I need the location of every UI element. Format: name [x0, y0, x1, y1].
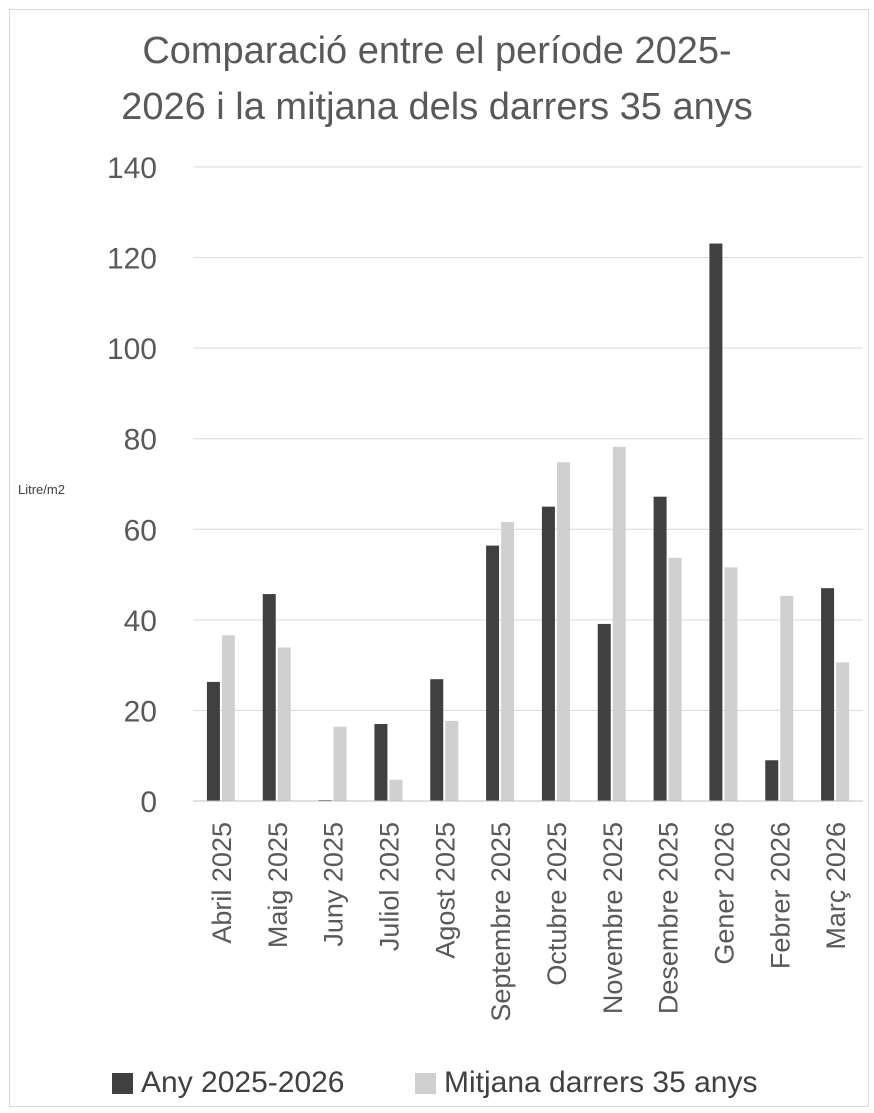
x-tick-label-11: Febrer 2026 [765, 822, 795, 969]
bar-series-1-2 [262, 594, 276, 801]
chart-frame [9, 9, 869, 1107]
bar-series-2-12 [836, 662, 850, 801]
x-tick-label-6: Septembre 2025 [486, 822, 516, 1022]
bar-series-1-10 [709, 243, 723, 802]
x-tick-label-2: Maig 2025 [263, 822, 293, 948]
chart-title-line-1: Comparació entre el període 2025- [142, 30, 732, 72]
bar-series-2-5 [445, 720, 459, 801]
x-tick-label-8: Novembre 2025 [598, 822, 628, 1014]
y-axis-label: Litre/m2 [18, 482, 65, 497]
legend-swatch-series-2 [415, 1072, 436, 1094]
y-tick-label-60: 60 [124, 514, 157, 547]
y-tick-label-20: 20 [124, 695, 157, 728]
y-tick-label-100: 100 [107, 333, 157, 366]
bar-series-1-9 [653, 496, 667, 801]
bar-series-2-2 [277, 647, 291, 801]
bar-series-2-4 [389, 779, 403, 801]
chart-title-line-2: 2026 i la mitjana dels darrers 35 anys [121, 86, 753, 128]
x-tick-label-10: Gener 2026 [709, 822, 739, 965]
bar-series-1-1 [206, 681, 220, 801]
legend-item-series-1: Any 2025-2026 [112, 1066, 345, 1100]
bar-series-2-8 [612, 446, 626, 801]
y-tick-label-120: 120 [107, 243, 157, 276]
x-tick-label-4: Juliol 2025 [374, 822, 404, 951]
bar-series-1-6 [486, 545, 500, 801]
bar-series-1-8 [597, 623, 611, 801]
x-tick-label-1: Abril 2025 [207, 822, 237, 944]
y-tick-label-0: 0 [140, 786, 157, 819]
bar-series-1-12 [821, 588, 835, 801]
bar-series-2-11 [780, 595, 794, 801]
x-tick-label-5: Agost 2025 [430, 822, 460, 959]
bar-series-1-7 [541, 506, 555, 801]
legend-label-series-1: Any 2025-2026 [141, 1066, 345, 1099]
bar-series-2-6 [501, 522, 515, 801]
legend-swatch-series-1 [112, 1072, 133, 1094]
bar-series-2-10 [724, 567, 738, 801]
x-tick-label-12: Març 2026 [821, 822, 851, 950]
x-tick-label-3: Juny 2025 [319, 822, 349, 947]
bar-series-1-4 [374, 724, 388, 801]
bar-series-1-11 [765, 760, 779, 801]
x-tick-label-9: Desembre 2025 [654, 822, 684, 1014]
legend-label-series-2: Mitjana darrers 35 anys [444, 1066, 758, 1099]
bar-series-1-5 [430, 679, 444, 801]
bar-series-2-1 [221, 635, 235, 801]
y-tick-label-140: 140 [107, 152, 157, 185]
bar-series-2-7 [556, 462, 570, 801]
y-tick-label-40: 40 [124, 605, 157, 638]
x-tick-label-7: Octubre 2025 [542, 822, 572, 986]
legend-item-series-2: Mitjana darrers 35 anys [415, 1066, 757, 1100]
bar-series-2-9 [668, 557, 682, 801]
y-tick-label-80: 80 [124, 424, 157, 457]
bar-series-2-3 [333, 726, 347, 801]
